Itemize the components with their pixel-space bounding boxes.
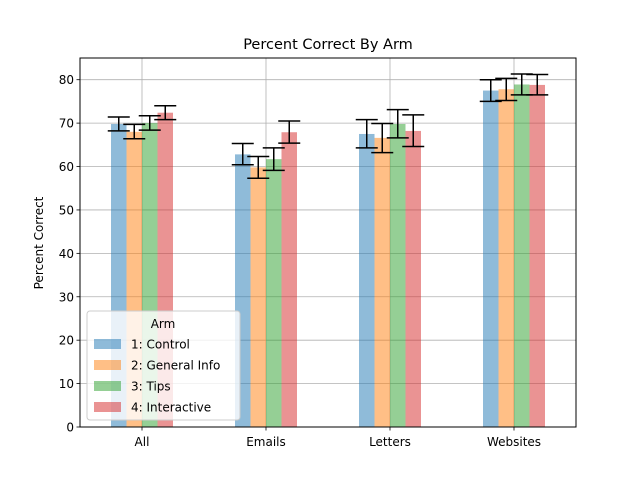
- legend: Arm 1: Control 2: General Info 3: Tips 4: In…: [86, 310, 241, 421]
- bar: [529, 84, 545, 428]
- bar: [374, 137, 390, 428]
- bar: [483, 90, 499, 427]
- bars: [111, 84, 545, 428]
- legend-label: 2: General Info: [131, 359, 220, 373]
- bar: [514, 84, 530, 428]
- y-tick-label: 60: [59, 160, 74, 174]
- legend-box: [86, 310, 241, 421]
- y-axis-label: Percent Correct: [32, 196, 46, 289]
- y-tick-label: 30: [59, 290, 74, 304]
- x-tick-label: All: [135, 435, 150, 449]
- bar: [266, 159, 282, 427]
- bar: [281, 132, 297, 427]
- x-tick-label: Emails: [246, 435, 286, 449]
- x-tick-label: Letters: [369, 435, 411, 449]
- legend-label: 3: Tips: [131, 380, 171, 394]
- chart-title: Percent Correct By Arm: [243, 37, 413, 53]
- y-tick-label: 40: [59, 247, 74, 261]
- y-tick-label: 0: [66, 421, 74, 435]
- legend-swatch: [94, 381, 121, 391]
- legend-title: Arm: [151, 317, 176, 331]
- legend-swatch: [94, 339, 121, 349]
- bar: [390, 123, 406, 427]
- plot-frame: [79, 57, 577, 428]
- y-tick-label: 10: [59, 377, 74, 391]
- bar: [405, 130, 421, 427]
- bar: [498, 89, 514, 427]
- x-tick-label: Websites: [487, 435, 541, 449]
- error-bars: [107, 73, 549, 180]
- legend-swatch: [94, 360, 121, 370]
- y-tick-label: 70: [59, 117, 74, 131]
- y-tick-label: 80: [59, 73, 74, 87]
- legend-swatch: [94, 402, 121, 412]
- axis-ticks: 0 10 20 30 40 50 60 70 80 All Emails Letters Website…: [59, 73, 541, 449]
- y-tick-label: 50: [59, 203, 74, 217]
- legend-label: 1: Control: [131, 338, 190, 352]
- y-tick-label: 20: [59, 334, 74, 348]
- bar: [359, 133, 375, 427]
- legend-label: 4: Interactive: [131, 401, 211, 415]
- bar: [250, 167, 266, 427]
